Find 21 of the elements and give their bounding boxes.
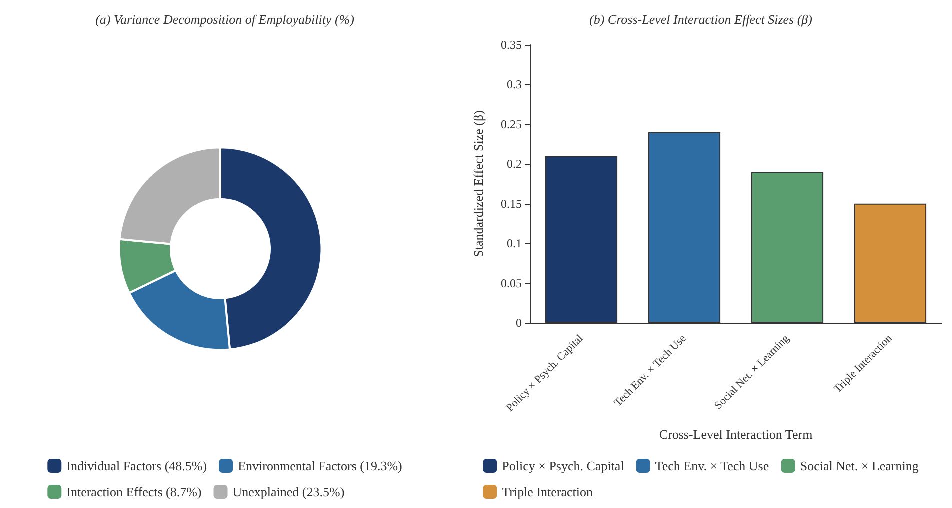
y-tick-label: 0.3 — [507, 78, 522, 92]
y-tick-label: 0.35 — [501, 38, 522, 52]
y-axis-title: Standardized Effect Size (β) — [471, 110, 486, 258]
legend-label: Tech Env. × Tech Use — [655, 458, 770, 474]
y-tick-label: 0.25 — [501, 117, 522, 132]
y-tick-label: 0.2 — [507, 157, 522, 172]
x-tick-label: Tech Env. × Tech Use — [612, 332, 689, 410]
chart-title: (a) Variance Decomposition of Employability (%) — [96, 12, 354, 27]
y-tick-label: 0.05 — [501, 276, 522, 290]
y-tick-label: 0 — [516, 316, 522, 330]
legend-label: Policy × Psych. Capital — [502, 458, 625, 474]
x-axis-title: Cross-Level Interaction Term — [659, 427, 813, 442]
y-tick-label: 0.15 — [501, 196, 522, 211]
legend-label: Triple Interaction — [502, 484, 594, 500]
legend-label: Social Net. × Learning — [800, 458, 920, 474]
legend-label: Environmental Factors (19.3%) — [238, 458, 402, 474]
legend-label: Interaction Effects (8.7%) — [66, 484, 202, 500]
chart-title: (b) Cross-Level Interaction Effect Sizes (β) — [590, 12, 812, 27]
legend-label: Individual Factors (48.5%) — [66, 458, 208, 474]
y-tick-label: 0.1 — [507, 236, 522, 251]
legend-label: Unexplained (23.5%) — [232, 484, 345, 500]
